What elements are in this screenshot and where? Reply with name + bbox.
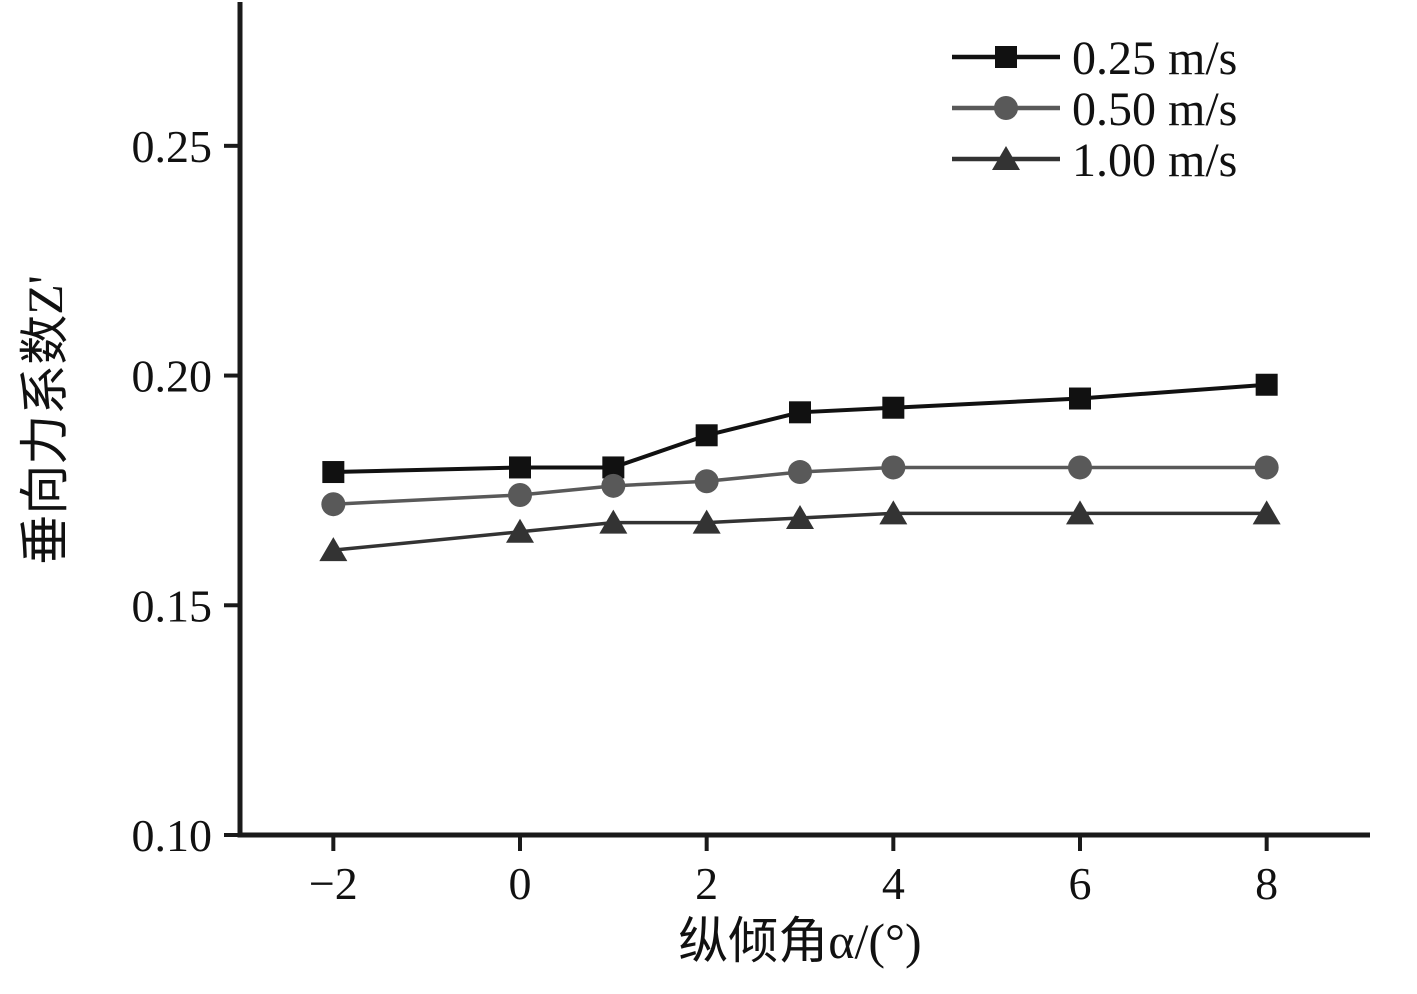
data-point-circle [788,460,812,485]
x-tick-label: 0 [509,858,532,909]
data-point-square [789,401,811,424]
y-axis-label: 垂向力系数Z' [17,275,73,565]
y-tick-label: 0.10 [132,810,213,861]
data-point-circle [1254,455,1279,480]
data-point-square [602,456,625,479]
y-tick-label: 0.15 [132,580,213,631]
data-point-circle [994,96,1018,120]
data-point-circle [1068,455,1092,480]
x-tick-label: 4 [882,858,905,909]
data-point-triangle [506,518,534,543]
data-point-circle [881,455,906,480]
data-point-circle [694,469,719,494]
data-point-circle [508,483,532,508]
data-point-square [995,46,1017,68]
legend-label: 0.50 m/s [1072,83,1237,136]
legend-label: 0.25 m/s [1072,32,1237,85]
series-line-0 [333,382,1267,475]
x-axis-label: 纵倾角α/(°) [678,913,921,969]
data-point-triangle [1066,500,1094,525]
data-point-square [695,424,718,447]
x-tick-label: 2 [695,858,718,909]
data-point-triangle [319,537,348,562]
data-point-triangle [692,509,721,534]
data-point-circle [321,492,346,517]
data-point-square [882,396,905,419]
plot-area: −2 0 2 4 6 8 0.10 0.15 0.20 0.25 0.25 m/s0.50 m/s1… [132,2,1370,909]
data-point-triangle [1252,500,1281,525]
data-point-triangle [879,500,908,525]
x-tick-label: 6 [1069,858,1092,909]
data-point-square [1255,373,1278,396]
data-point-square [322,461,345,484]
data-point-triangle [992,146,1020,170]
data-point-square [1069,387,1091,410]
data-point-square [509,456,531,479]
data-point-circle [601,473,626,498]
x-tick-label: 8 [1255,858,1278,909]
series-line-2 [333,511,1267,552]
series-line-1 [333,465,1267,506]
legend-label: 1.00 m/s [1072,134,1237,187]
x-tick-label: −2 [309,858,358,909]
data-point-triangle [786,504,814,529]
y-tick-label: 0.25 [132,121,213,172]
data-point-triangle [599,509,628,534]
y-tick-label: 0.20 [132,351,213,402]
